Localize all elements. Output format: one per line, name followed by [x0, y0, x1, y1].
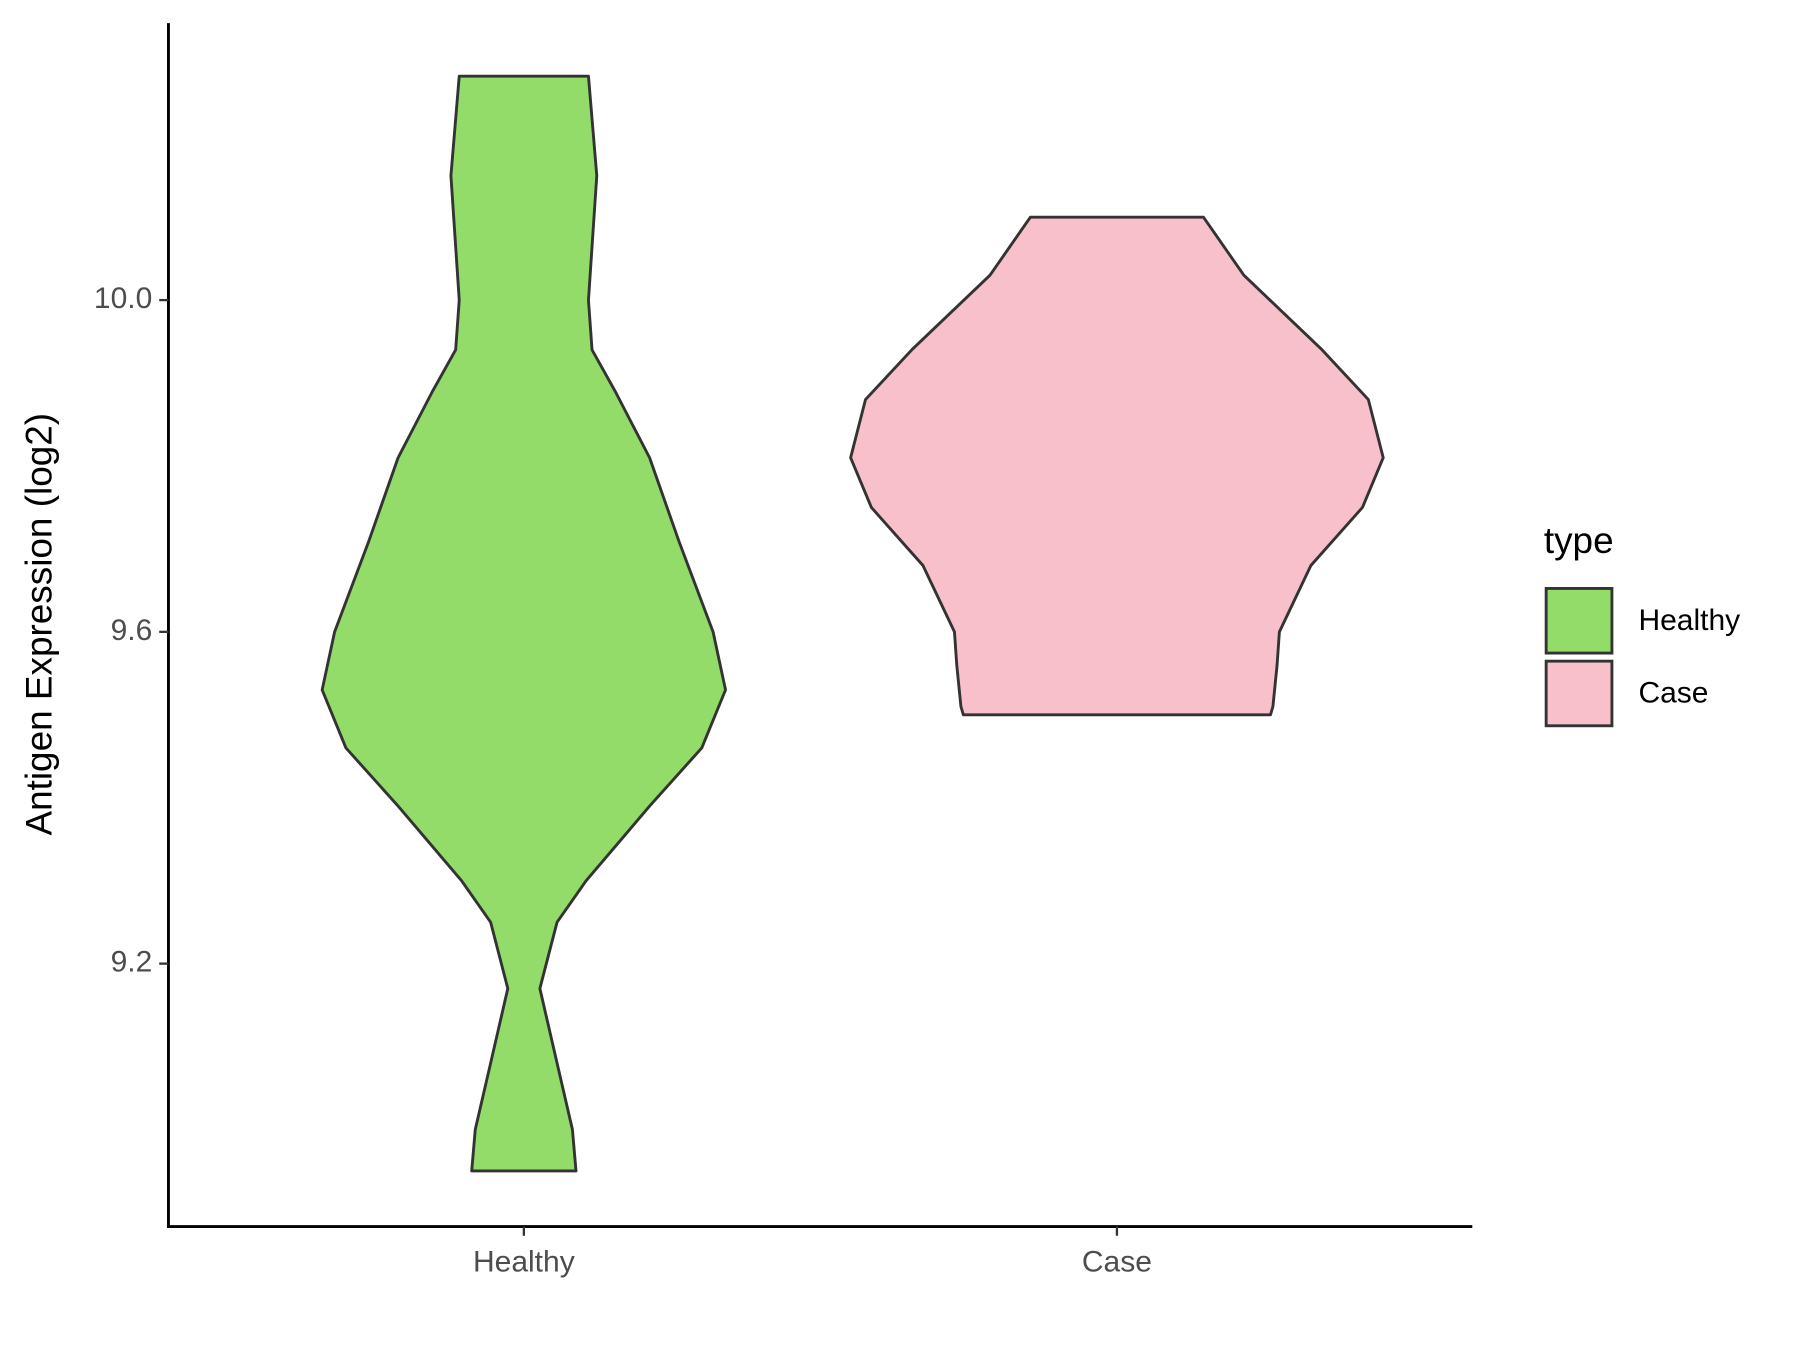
y-tick-label: 10.0 — [94, 282, 152, 315]
legend-label: Case — [1638, 677, 1708, 710]
violin — [320, 74, 727, 1173]
legend-key — [1544, 587, 1614, 655]
legend-key — [1544, 659, 1614, 728]
y-tick-label: 9.2 — [111, 946, 153, 979]
y-axis-title: Antigen Expression (log2) — [18, 413, 59, 836]
y-tick-label: 9.6 — [111, 614, 153, 647]
x-tick-label: Healthy — [473, 1245, 575, 1278]
x-tick-label: Case — [1082, 1245, 1152, 1278]
violin — [849, 215, 1385, 717]
legend-title: type — [1544, 520, 1614, 561]
legend-label: Healthy — [1638, 604, 1740, 637]
